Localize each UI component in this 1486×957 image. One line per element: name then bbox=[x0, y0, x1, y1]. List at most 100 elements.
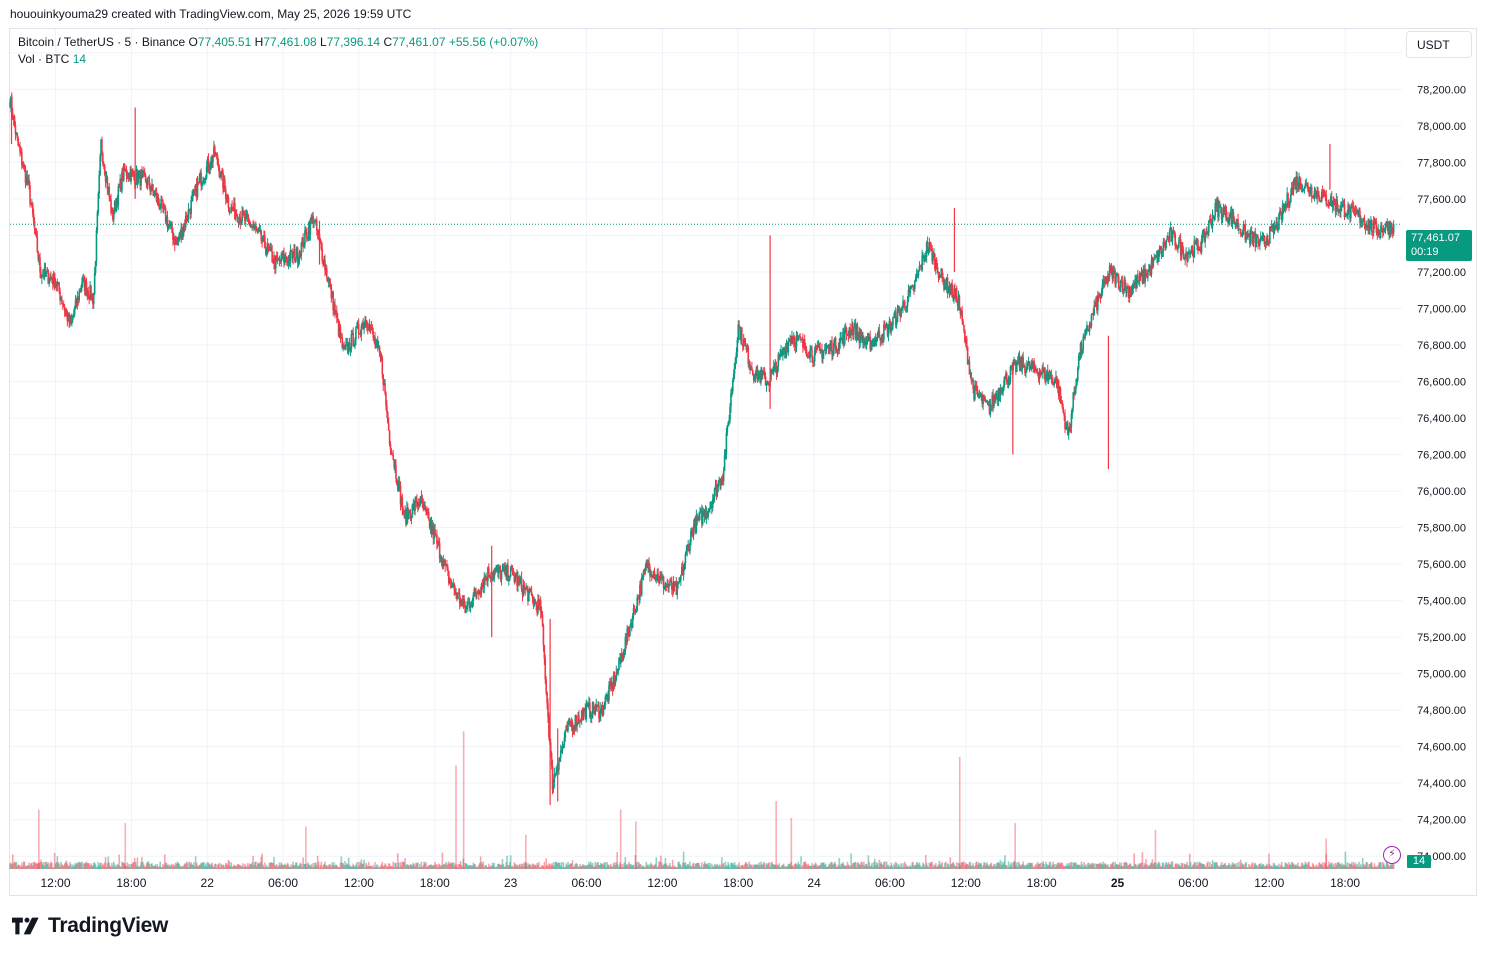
volume-bar bbox=[96, 866, 99, 869]
volume-bar bbox=[313, 866, 315, 869]
volume-bar bbox=[741, 865, 743, 869]
candle-body bbox=[816, 346, 819, 348]
volume-bar bbox=[1062, 865, 1065, 869]
candle-body bbox=[664, 583, 667, 588]
candle-body bbox=[1374, 221, 1377, 223]
tradingview-brand[interactable]: TradingView bbox=[12, 914, 168, 938]
volume-bar bbox=[1158, 863, 1161, 869]
candle-body bbox=[907, 289, 910, 300]
candle-body bbox=[1154, 256, 1156, 258]
volume-bar bbox=[1017, 861, 1020, 869]
volume-bar bbox=[141, 856, 143, 869]
candle-body bbox=[683, 562, 686, 567]
candle-body bbox=[245, 213, 248, 215]
candle-body bbox=[599, 708, 602, 717]
candle-body bbox=[110, 199, 112, 213]
volume-legend[interactable]: Vol · BTC 14 bbox=[18, 52, 86, 66]
volume-bar bbox=[252, 855, 254, 869]
volume-bar bbox=[233, 864, 235, 869]
symbol-name[interactable]: Bitcoin / TetherUS · 5 · Binance bbox=[18, 35, 186, 49]
candle-body bbox=[947, 291, 950, 294]
candle-body bbox=[792, 336, 794, 343]
candle-body bbox=[129, 172, 131, 182]
volume-bar bbox=[1281, 866, 1284, 869]
candle-body bbox=[1042, 367, 1044, 373]
flash-icon[interactable]: ⚡ bbox=[1383, 846, 1401, 864]
volume-bar bbox=[1297, 862, 1299, 869]
currency-button[interactable]: USDT bbox=[1406, 31, 1472, 58]
volume-bar bbox=[20, 866, 22, 869]
candle-body bbox=[641, 576, 644, 578]
candle-body bbox=[223, 179, 225, 189]
candle-body bbox=[319, 239, 322, 243]
candle-body bbox=[85, 281, 88, 296]
candle-body bbox=[753, 378, 756, 381]
candle-body bbox=[691, 530, 693, 532]
candle-body bbox=[620, 658, 622, 664]
candle-body bbox=[995, 394, 998, 396]
candle-body bbox=[1150, 259, 1153, 275]
candle-body bbox=[837, 348, 840, 351]
volume-bar bbox=[72, 866, 75, 869]
volume-bar bbox=[960, 862, 963, 869]
volume-bar bbox=[1100, 863, 1103, 869]
volume-bar bbox=[686, 864, 689, 869]
volume-bar bbox=[691, 866, 693, 869]
candle-body bbox=[13, 116, 16, 126]
volume-bar bbox=[872, 866, 874, 869]
volume-bar bbox=[1360, 867, 1363, 869]
candle-body bbox=[1067, 429, 1070, 435]
candle-body bbox=[819, 348, 821, 351]
volume-bar bbox=[1109, 864, 1112, 869]
candle-body bbox=[305, 232, 308, 239]
candle-body bbox=[427, 512, 429, 514]
volume-bar bbox=[988, 865, 991, 869]
candle-body bbox=[842, 331, 844, 341]
volume-bar bbox=[1036, 865, 1038, 869]
volume-bar bbox=[300, 863, 303, 869]
candle-body bbox=[738, 324, 740, 327]
candle-body bbox=[668, 585, 670, 588]
volume-bar bbox=[214, 863, 217, 869]
candle-body bbox=[289, 250, 292, 262]
symbol-legend[interactable]: Bitcoin / TetherUS · 5 · Binance O77,405… bbox=[18, 35, 538, 49]
candle-body bbox=[340, 337, 343, 339]
candle-body bbox=[1052, 381, 1055, 386]
candle-body bbox=[804, 348, 807, 350]
candle-body bbox=[1185, 251, 1187, 255]
volume-bar bbox=[1227, 865, 1229, 869]
candle-body bbox=[1295, 176, 1298, 190]
volume-bar bbox=[1010, 862, 1013, 869]
candle-body bbox=[717, 483, 720, 488]
volume-bar bbox=[1207, 861, 1209, 869]
volume-bar bbox=[811, 862, 813, 869]
candle-body bbox=[878, 330, 881, 338]
volume-bar bbox=[1197, 865, 1199, 869]
candle-body bbox=[1260, 236, 1263, 239]
volume-bar bbox=[681, 862, 684, 869]
candle-body bbox=[617, 669, 619, 674]
candle-body bbox=[499, 570, 502, 580]
candle-body bbox=[1218, 205, 1221, 208]
volume-bar bbox=[1108, 867, 1111, 869]
x-tick-label: 18:00 bbox=[1330, 876, 1360, 890]
volume-bar bbox=[302, 857, 304, 869]
volume-bar bbox=[505, 862, 507, 869]
volume-bar bbox=[827, 866, 830, 869]
candle-body bbox=[355, 327, 357, 340]
candle-body bbox=[851, 323, 853, 332]
candle-body bbox=[596, 704, 598, 707]
volume-bar bbox=[732, 864, 735, 869]
volume-bar bbox=[117, 865, 120, 869]
volume-bar bbox=[659, 861, 661, 869]
candle-body bbox=[1211, 215, 1214, 227]
candle-body bbox=[912, 285, 914, 287]
volume-bar bbox=[1183, 863, 1186, 869]
candle-body bbox=[1057, 380, 1060, 397]
volume-bar bbox=[999, 859, 1002, 869]
chart-frame[interactable] bbox=[9, 28, 1477, 896]
candle-body bbox=[925, 242, 928, 257]
volume-bar bbox=[378, 867, 381, 869]
candle-body bbox=[849, 327, 852, 336]
